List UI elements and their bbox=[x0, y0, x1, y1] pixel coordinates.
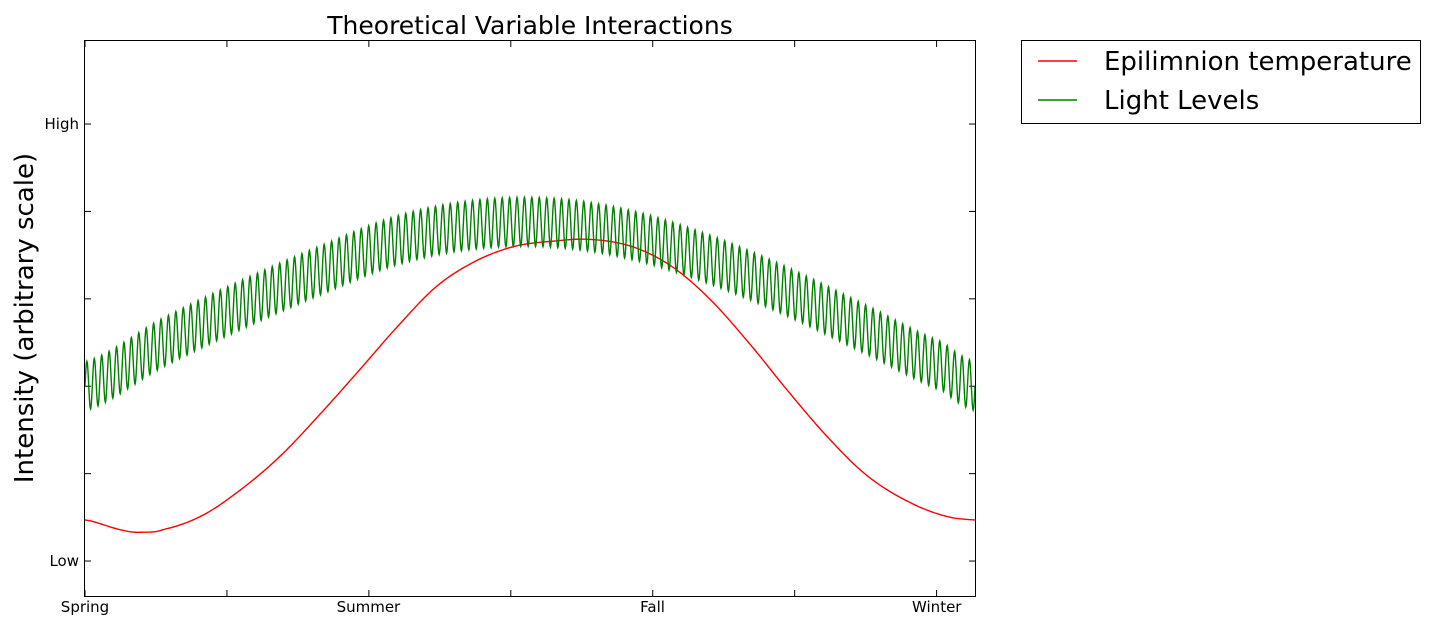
legend-label: Light Levels bbox=[1104, 86, 1259, 116]
x-tick-label: Summer bbox=[337, 598, 401, 616]
y-tick-label: Low bbox=[49, 552, 79, 570]
series-line-0 bbox=[84, 238, 976, 533]
series-line-1 bbox=[84, 194, 976, 413]
y-tick-label: High bbox=[45, 115, 79, 133]
x-tick-label: Fall bbox=[640, 598, 665, 616]
legend: Epilimnion temperature Light Levels bbox=[1021, 40, 1421, 124]
x-tick-label: Spring bbox=[61, 598, 109, 616]
legend-svg: Epilimnion temperature Light Levels bbox=[1038, 47, 1412, 116]
x-tick-label: Winter bbox=[912, 598, 962, 616]
plot-layer: Spring Summer Fall Winter Low High bbox=[45, 41, 976, 616]
y-axis-label: Intensity (arbitrary scale) bbox=[10, 153, 40, 483]
legend-label: Epilimnion temperature bbox=[1104, 47, 1412, 77]
chart-title: Theoretical Variable Interactions bbox=[326, 11, 732, 40]
plot-frame bbox=[84, 40, 976, 597]
